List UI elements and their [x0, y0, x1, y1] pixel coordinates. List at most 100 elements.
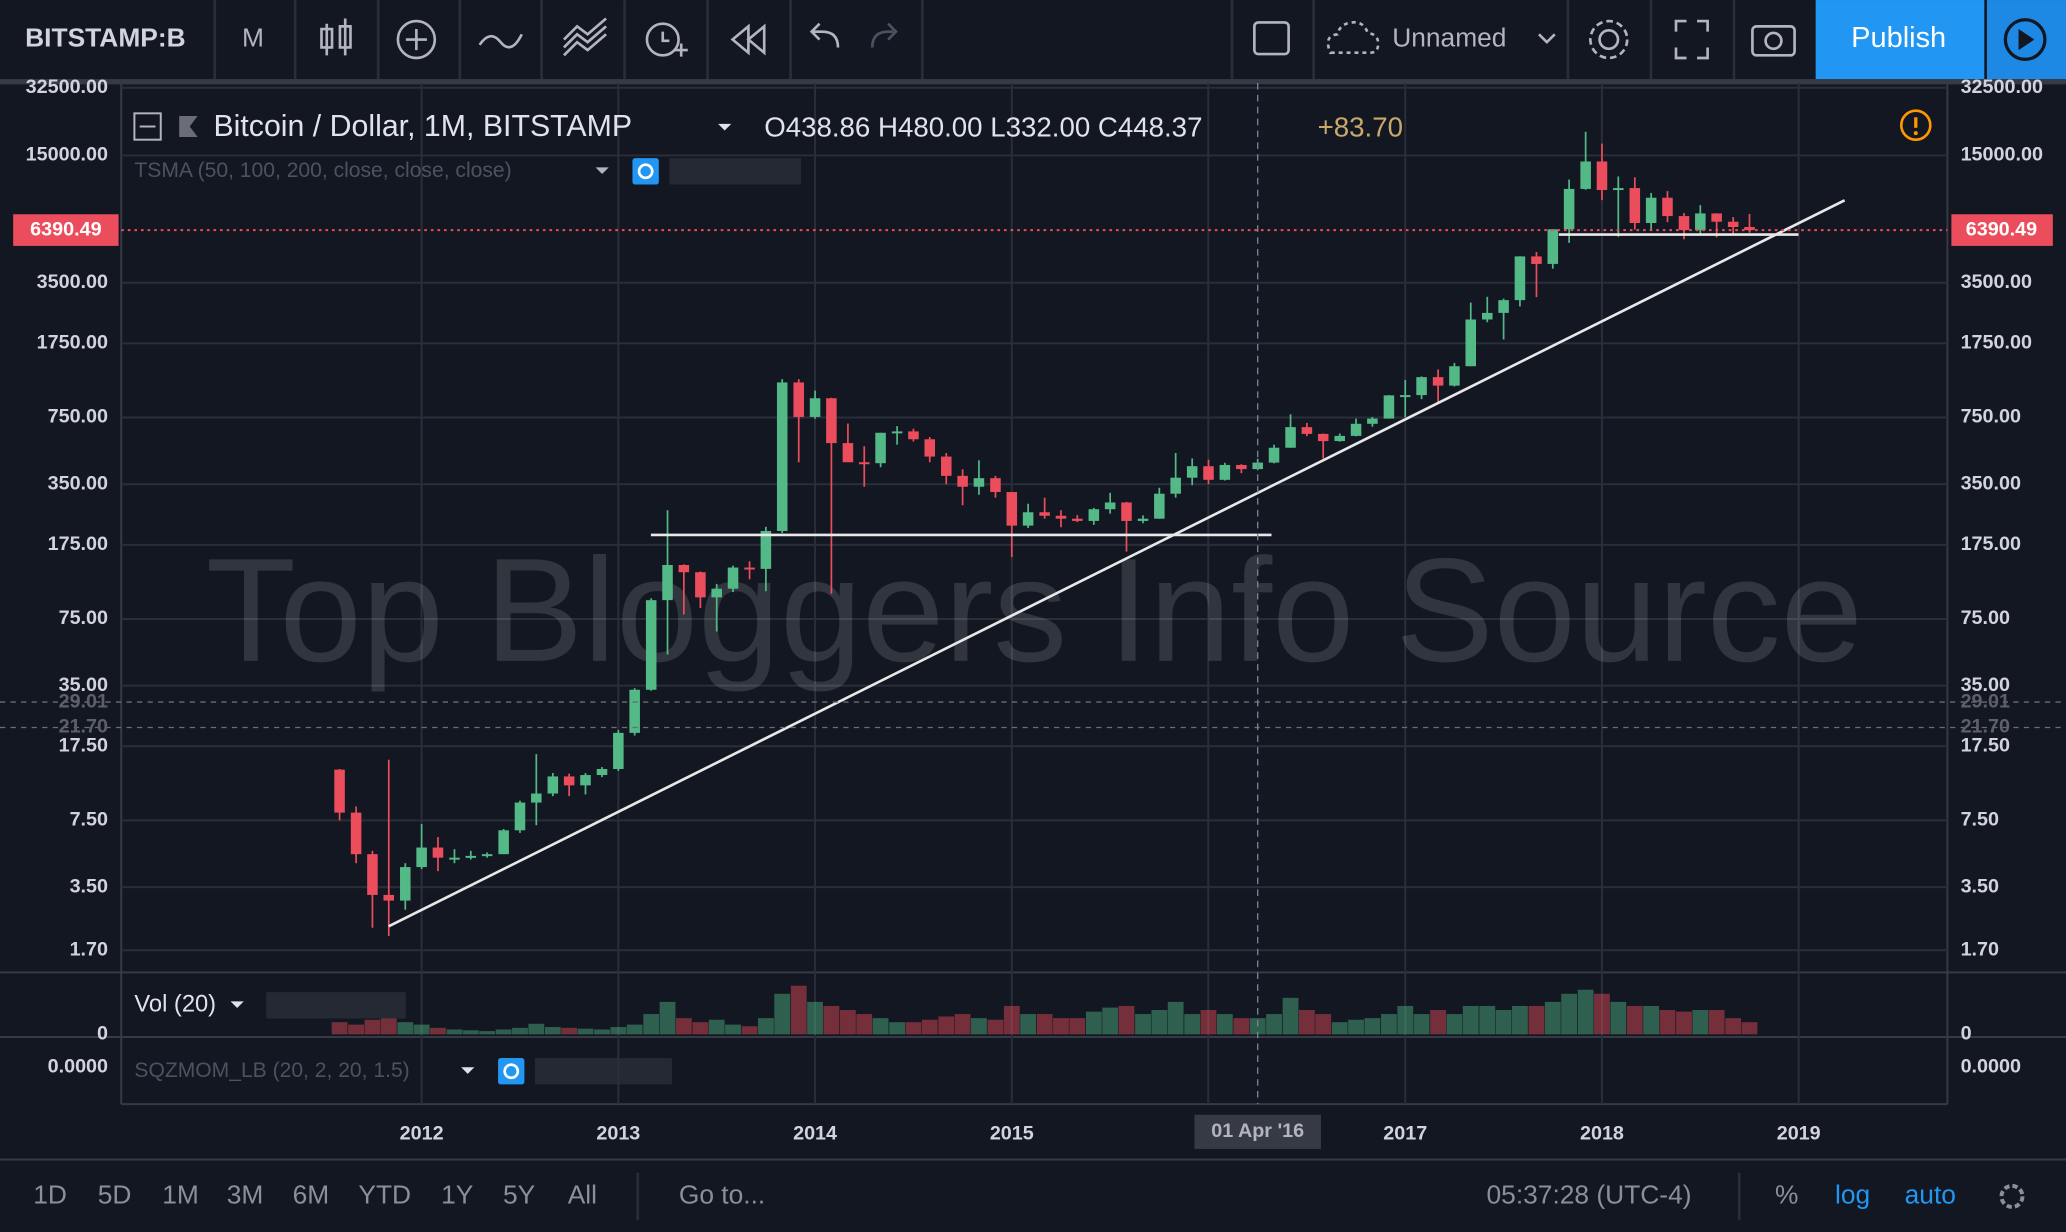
range-button[interactable]: 1Y	[441, 1179, 473, 1209]
candle-body	[1482, 312, 1493, 320]
layout-icon[interactable]	[1253, 21, 1290, 56]
log-toggle[interactable]: log	[1835, 1179, 1870, 1209]
volume-bar	[577, 1028, 594, 1035]
price-label-bg-right	[1951, 214, 2053, 246]
candle-body	[432, 847, 444, 858]
pane-frame	[0, 81, 2066, 1161]
volume-bar	[692, 1022, 709, 1035]
study-buttons[interactable]	[669, 158, 802, 185]
y-tick-label-right: 350.00	[1961, 472, 2021, 494]
candle-body	[1170, 477, 1181, 494]
candle-body	[1563, 188, 1575, 230]
volume-bar	[495, 1029, 512, 1035]
volume-bar	[462, 1030, 479, 1035]
volume-bar	[889, 1022, 906, 1035]
range-button[interactable]: 3M	[227, 1179, 264, 1209]
volume-buttons[interactable]	[266, 992, 406, 1019]
volume-bar	[774, 993, 791, 1035]
range-button[interactable]: All	[568, 1179, 597, 1209]
candle-body	[1203, 466, 1214, 480]
undo-icon[interactable]	[809, 22, 840, 48]
layout-name[interactable]: Unnamed	[1392, 23, 1506, 53]
settings-icon[interactable]	[1598, 29, 1620, 51]
volume-bar	[725, 1024, 741, 1035]
candle-body	[1219, 464, 1231, 480]
volume-bar	[1151, 1010, 1168, 1035]
study-visibility[interactable]	[632, 158, 659, 185]
volume-bar	[1594, 993, 1610, 1035]
oscillator-visibility[interactable]	[498, 1058, 525, 1085]
indicator-icon[interactable]	[478, 33, 523, 49]
candle-body	[1514, 256, 1526, 301]
candle-body	[1350, 423, 1362, 436]
volume-bar	[1512, 1005, 1528, 1035]
publish-label[interactable]: Publish	[1851, 22, 1946, 54]
candle-body	[1613, 188, 1624, 191]
candle-body	[547, 776, 559, 794]
volume-bar	[331, 1022, 348, 1035]
compare-icon[interactable]	[563, 17, 607, 57]
y-tick-label-right: 3.50	[1961, 875, 1999, 897]
candle-body	[1662, 197, 1673, 217]
volume-bar	[1495, 1010, 1512, 1035]
volume-bar	[1053, 1018, 1069, 1035]
volume-bar	[1118, 1005, 1135, 1035]
y-tick-label: 15000.00	[26, 144, 108, 166]
cloud-icon[interactable]	[1326, 20, 1380, 55]
candle-body	[334, 769, 345, 813]
range-button[interactable]: 5D	[98, 1179, 132, 1209]
volume-bar	[380, 1018, 397, 1035]
collapse-icon[interactable]	[133, 112, 162, 141]
volume-bar	[807, 1001, 823, 1035]
settings-icon[interactable]	[1999, 1183, 2025, 1209]
candle-body	[498, 830, 509, 855]
add-icon[interactable]	[396, 19, 437, 60]
candle-body	[1580, 161, 1591, 189]
y-tick-label-right: 175.00	[1961, 533, 2021, 555]
trend-line[interactable]	[388, 199, 1846, 928]
symbol[interactable]: BITSTAMP:B	[25, 23, 185, 53]
oscillator-buttons[interactable]	[534, 1058, 672, 1085]
publish-button[interactable]	[1815, 0, 1985, 80]
alert-icon[interactable]	[645, 22, 680, 57]
oscillator-tick-label-right: 0.0000	[1961, 1055, 2021, 1077]
candle-body	[1399, 395, 1411, 398]
range-button[interactable]: 5Y	[503, 1179, 535, 1209]
candle-body	[416, 847, 427, 868]
candle-body	[1186, 466, 1198, 478]
y-tick-label: 750.00	[48, 406, 108, 428]
warning-icon[interactable]	[1899, 109, 1932, 142]
candles-icon[interactable]	[320, 18, 352, 56]
range-button[interactable]: YTD	[358, 1179, 411, 1209]
range-button[interactable]: 1D	[33, 1179, 67, 1209]
price-label-bg	[13, 214, 119, 246]
interval[interactable]: M	[242, 23, 264, 53]
range-button[interactable]: 6M	[293, 1179, 330, 1209]
goto[interactable]: Go to...	[679, 1179, 765, 1209]
volume-bar	[1364, 1018, 1381, 1035]
candle-body	[875, 432, 886, 464]
candle-body	[596, 768, 608, 776]
candle-body	[990, 478, 1001, 493]
snapshot-icon[interactable]	[1751, 25, 1796, 57]
candle-body	[1301, 427, 1313, 434]
auto-toggle[interactable]: auto	[1905, 1179, 1956, 1209]
toolbar: BITSTAMP:B M Unnamed Publish	[0, 0, 2066, 85]
candle-body	[1088, 509, 1100, 521]
candle-body	[776, 382, 788, 532]
volume-bar	[1348, 1019, 1364, 1035]
range-button[interactable]: 1M	[162, 1179, 199, 1209]
redo-icon[interactable]	[870, 22, 898, 48]
replay-icon[interactable]	[730, 23, 766, 56]
candle-body	[563, 776, 575, 786]
volume-bar	[823, 1005, 840, 1035]
candle-body	[1727, 221, 1739, 227]
volume-bar	[1102, 1007, 1119, 1035]
volume-bar	[1741, 1022, 1758, 1035]
fullscreen-icon[interactable]	[1674, 19, 1709, 60]
crosshair-label-bg	[1194, 1114, 1321, 1149]
y-tick-label: 7.50	[70, 809, 108, 831]
percent-toggle[interactable]: %	[1775, 1179, 1798, 1209]
